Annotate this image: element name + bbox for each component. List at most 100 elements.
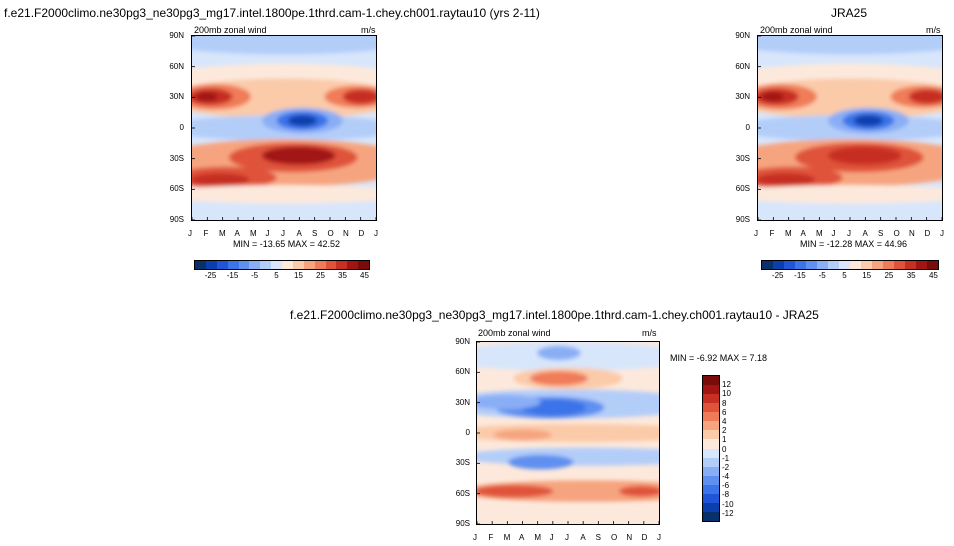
contour-region: [853, 115, 884, 127]
panel3-subtitle: 200mb zonal wind: [478, 328, 551, 338]
colorbar-swatch: [703, 394, 719, 404]
y-tick-label: 30N: [169, 92, 184, 102]
contour-region: [192, 185, 376, 204]
x-tick-label: J: [188, 229, 192, 238]
panel1-title: f.e21.F2000climo.ne30pg3_ne30pg3_mg17.in…: [4, 6, 540, 20]
y-tick-label: 90N: [735, 31, 750, 40]
x-tick-label: D: [358, 229, 365, 238]
colorbar-swatch: [703, 502, 719, 512]
contour-region: [758, 173, 816, 186]
y-tick-label: 30N: [455, 397, 470, 407]
colorbar-swatch: [883, 261, 894, 269]
x-tick-label: A: [580, 533, 586, 542]
colorbar-swatch: [205, 261, 217, 269]
colorbar-label: 45: [360, 271, 369, 280]
panel2-y-ticks: 90N 60N 30N 0 30S 60S 90S: [716, 31, 754, 225]
colorbar-label: 8: [722, 398, 727, 408]
x-tick-label: F: [203, 229, 209, 238]
panel3-plot: [476, 341, 660, 525]
panel3-colorbar: [702, 375, 720, 522]
x-tick-label: A: [800, 229, 806, 238]
panel2-colorbar: [761, 260, 939, 270]
panel3-stats: MIN = -6.92 MAX = 7.18: [670, 353, 768, 363]
contour-region: [761, 92, 784, 102]
x-tick-label: J: [754, 229, 758, 238]
colorbar-label: -8: [722, 490, 730, 500]
colorbar-swatch: [703, 376, 719, 386]
x-tick-label: M: [785, 229, 792, 238]
panel3-units: m/s: [642, 328, 657, 338]
colorbar-label: 15: [294, 271, 303, 280]
contour-region: [192, 173, 250, 186]
contour-region: [477, 484, 554, 498]
y-tick-label: 60S: [455, 488, 470, 498]
colorbar-swatch: [703, 430, 719, 440]
colorbar-swatch: [703, 511, 719, 521]
colorbar-swatch: [703, 466, 719, 476]
y-tick-label: 0: [745, 123, 750, 132]
contour-region: [493, 429, 552, 441]
colorbar-label: 5: [274, 271, 279, 280]
y-tick-label: 0: [179, 123, 184, 132]
x-tick-label: A: [234, 229, 240, 238]
colorbar-label: -6: [722, 481, 730, 491]
x-tick-label: A: [296, 229, 302, 238]
colorbar-swatch: [773, 261, 784, 269]
x-tick-label: J: [940, 229, 944, 238]
x-tick-label: S: [312, 229, 318, 238]
x-tick-label: D: [641, 533, 648, 542]
colorbar-label: 25: [316, 271, 325, 280]
colorbar-swatch: [905, 261, 916, 269]
y-tick-label: 30N: [735, 92, 750, 102]
x-tick-label: M: [219, 229, 226, 238]
x-tick-label: S: [595, 533, 601, 542]
contour-region: [758, 36, 942, 55]
colorbar-label: -12: [722, 508, 734, 518]
x-tick-label: A: [862, 229, 868, 238]
x-tick-label: J: [281, 229, 285, 238]
contour-region: [261, 146, 336, 165]
colorbar-label: 10: [722, 389, 731, 399]
x-tick-label: D: [924, 229, 931, 238]
colorbar-swatch: [839, 261, 850, 269]
x-tick-label: J: [565, 533, 569, 542]
x-tick-label: J: [657, 533, 661, 542]
colorbar-swatch: [762, 261, 773, 269]
colorbar-label: 35: [338, 271, 347, 280]
y-tick-label: 30S: [455, 458, 470, 468]
colorbar-label: 45: [928, 271, 938, 280]
colorbar-swatch: [703, 475, 719, 485]
colorbar-swatch: [249, 261, 261, 269]
x-tick-label: J: [374, 229, 378, 238]
contour-region: [827, 146, 902, 165]
contour-region: [195, 92, 218, 102]
colorbar-swatch: [227, 261, 239, 269]
colorbar-swatch: [238, 261, 250, 269]
panel2-plot: [757, 35, 943, 221]
y-tick-label: 90S: [735, 215, 750, 224]
colorbar-label: -1: [722, 453, 730, 463]
panel2-contours: [758, 36, 942, 220]
colorbar-swatch: [314, 261, 326, 269]
colorbar-swatch: [336, 261, 348, 269]
colorbar-swatch: [703, 439, 719, 449]
x-tick-label: J: [831, 229, 836, 238]
contour-region: [192, 203, 376, 220]
y-tick-label: 60S: [735, 184, 750, 194]
colorbar-label: 15: [862, 271, 872, 280]
x-tick-label: J: [473, 533, 477, 542]
x-tick-label: S: [878, 229, 884, 238]
x-tick-label: M: [816, 229, 823, 238]
colorbar-label: -15: [226, 271, 239, 280]
panel2-title: JRA25: [831, 6, 868, 20]
colorbar-label: 25: [884, 271, 894, 280]
x-tick-label: A: [519, 533, 525, 542]
contour-region: [477, 502, 659, 521]
panel1-y-ticks: 90N 60N 30N 0 30S 60S 90S: [150, 31, 188, 225]
colorbar-swatch: [828, 261, 839, 269]
contour-region: [342, 89, 376, 105]
panel1-colorbar: [194, 260, 370, 270]
